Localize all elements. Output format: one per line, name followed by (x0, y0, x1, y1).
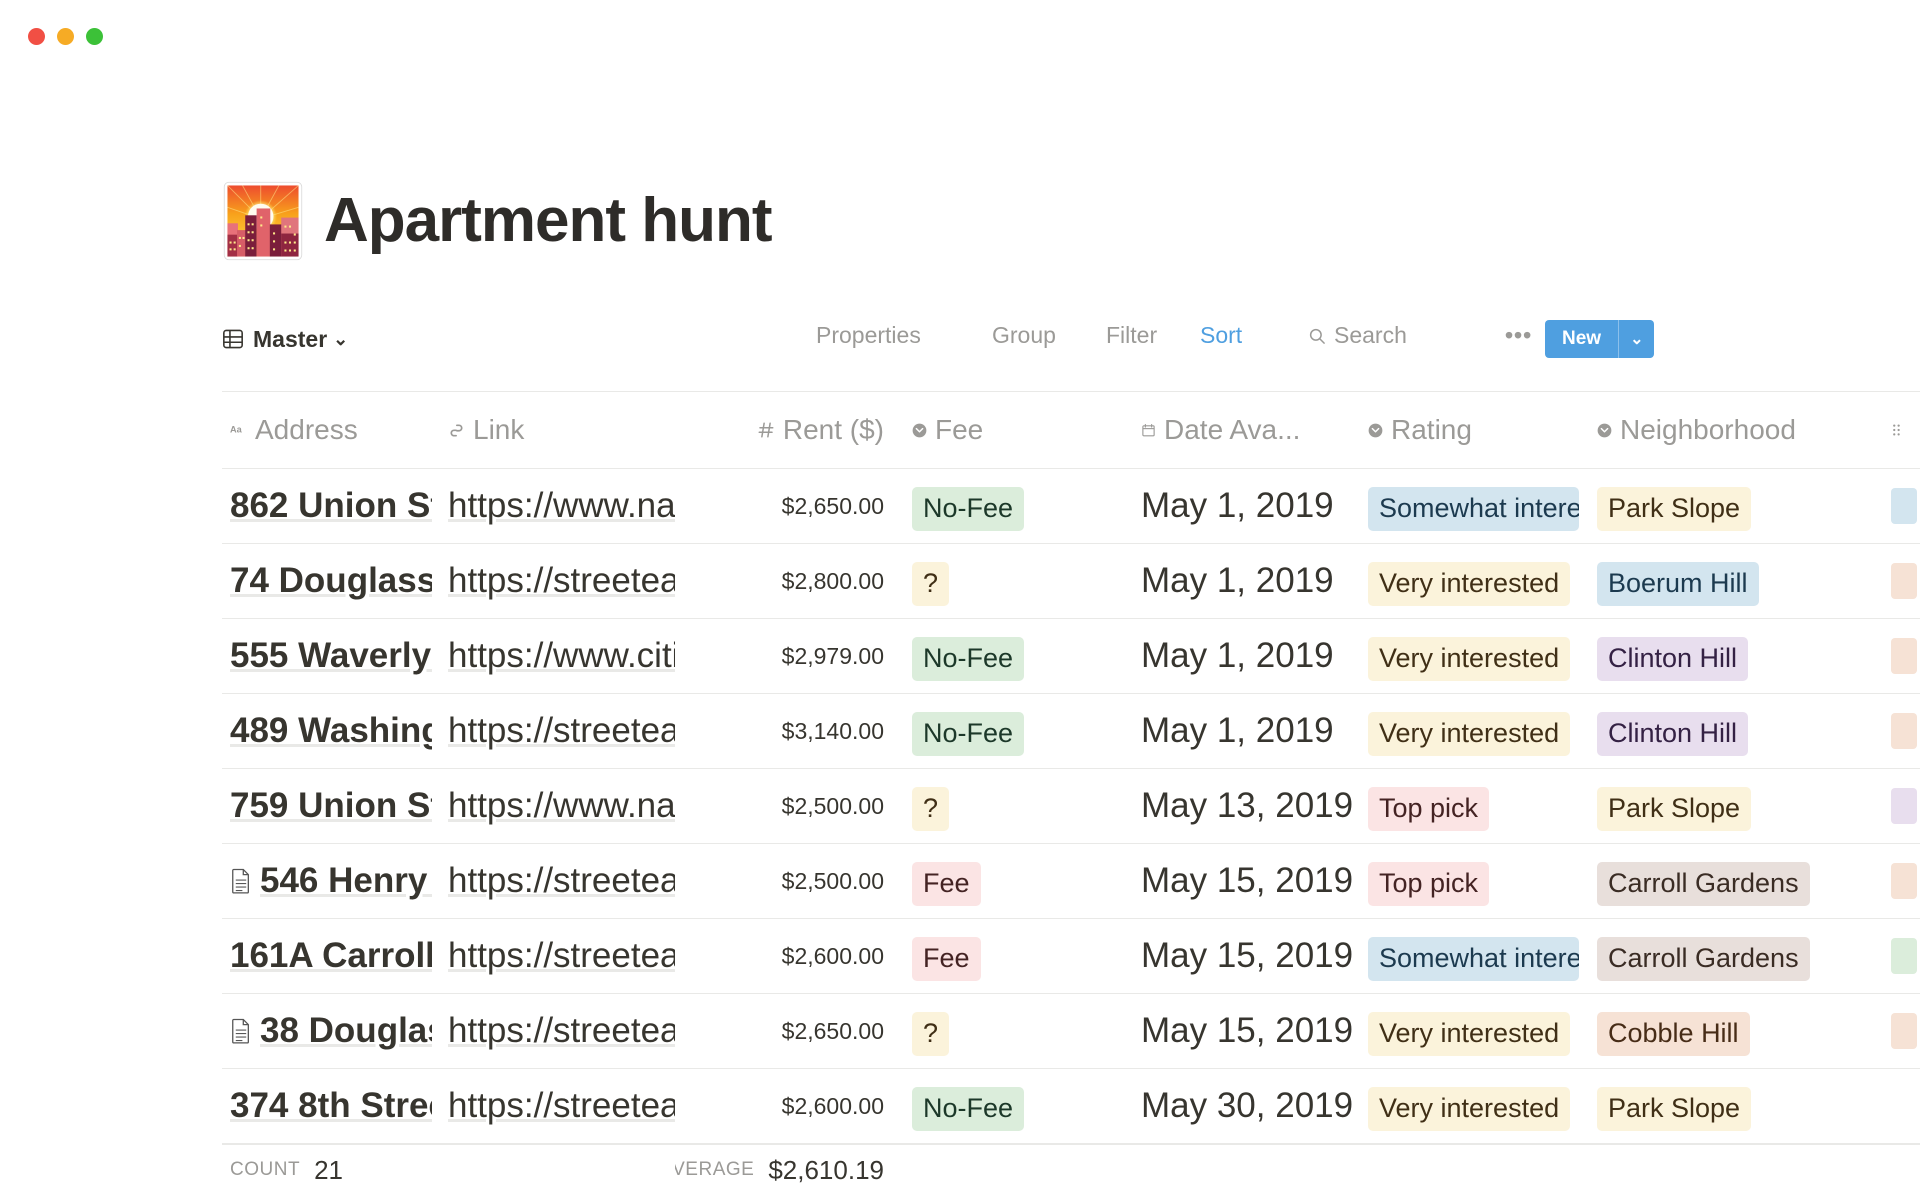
svg-text:Aa: Aa (230, 424, 243, 434)
